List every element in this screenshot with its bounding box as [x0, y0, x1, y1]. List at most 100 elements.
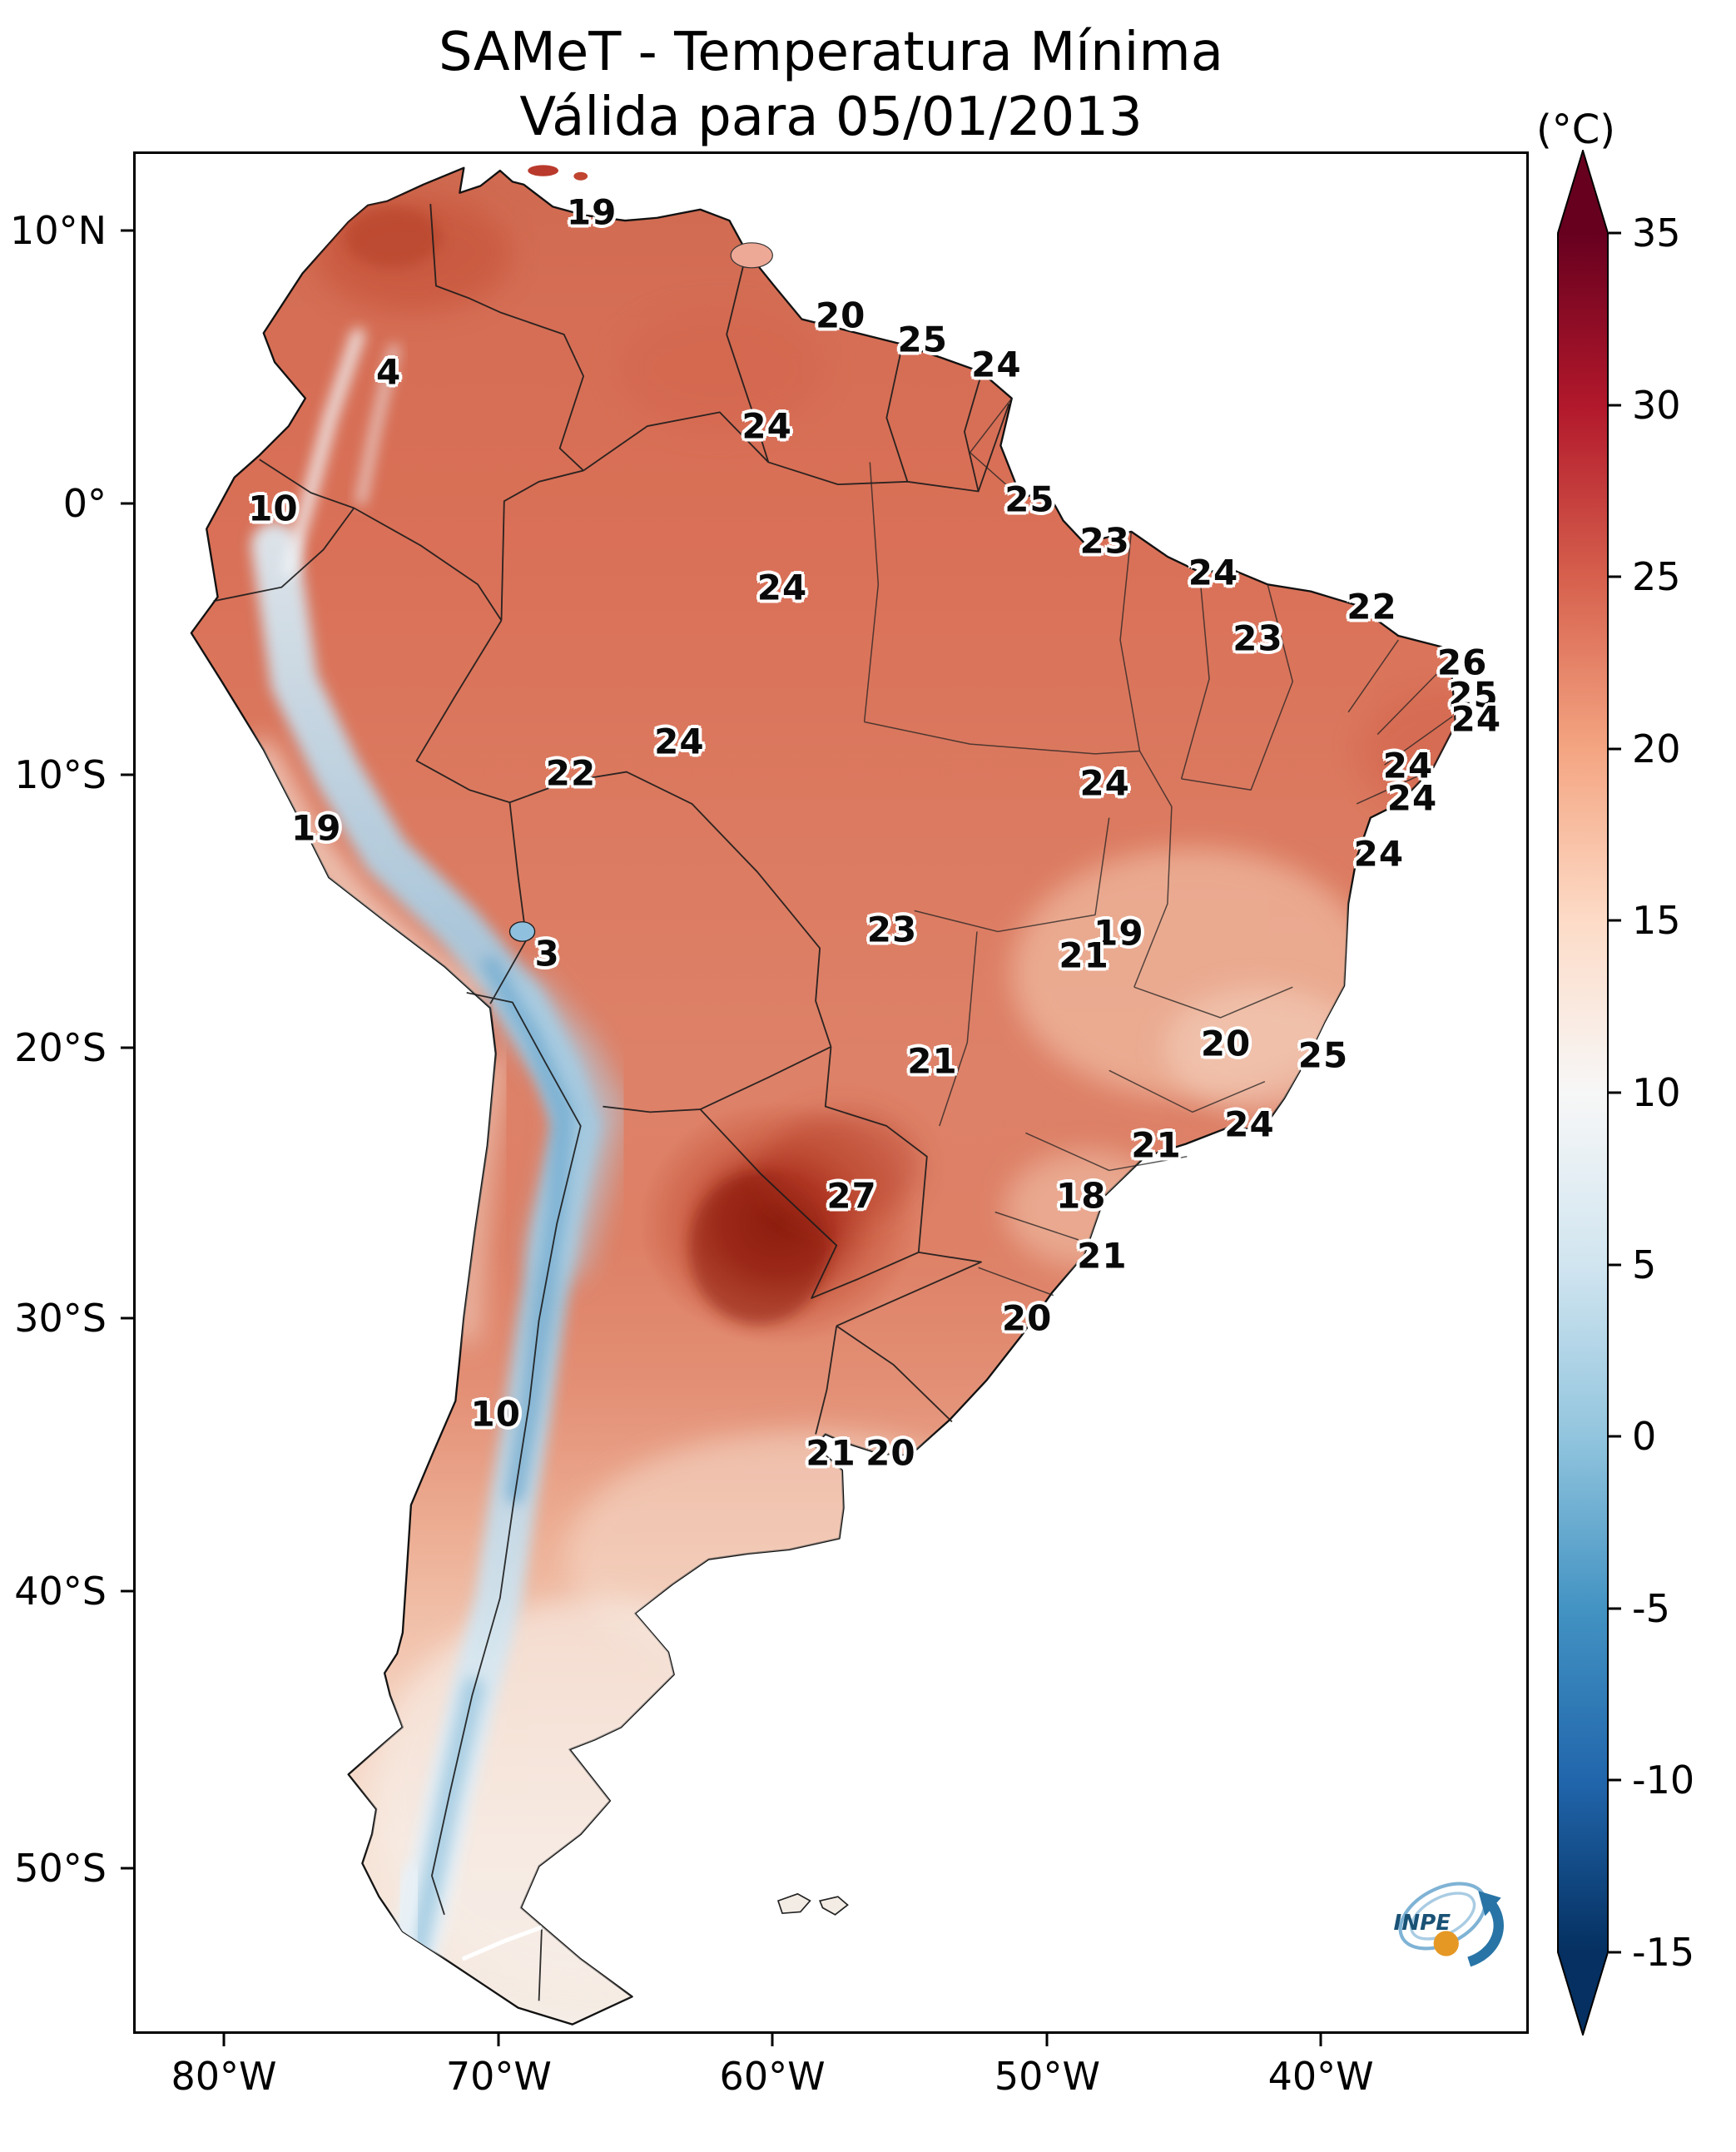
title-line2: Válida para 05/01/2013: [519, 87, 1143, 149]
colorbar-tick-label: 30: [1632, 382, 1681, 428]
magellan-strait: [461, 1925, 543, 1961]
temp-label: 19: [566, 191, 618, 233]
latitude-axis: 10°N 0° 10°S 20°S 30°S 40°S 50°S: [0, 151, 133, 2034]
colorbar: [1557, 150, 1609, 2035]
lake-titicaca: [508, 921, 536, 942]
country-borders: [213, 204, 1010, 2001]
logo-arrow-head: [1478, 1891, 1501, 1916]
colorbar-tick-label: 35: [1632, 211, 1681, 255]
colorbar-tick-mark: [1609, 1435, 1621, 1438]
south-america-map: [190, 165, 1456, 2026]
temp-label: 21: [806, 1432, 856, 1474]
colorbar-tick-mark: [1609, 747, 1621, 751]
colorbar-unit-label: (°C): [1536, 107, 1615, 153]
colorbar-tick-mark: [1609, 1091, 1621, 1094]
lat-tick-mark: [121, 1046, 133, 1049]
lon-tick-label: 40°W: [1267, 2054, 1374, 2099]
lat-tick-mark: [121, 229, 133, 232]
caribbean-island-1: [528, 165, 558, 176]
temp-label: 19: [1094, 912, 1144, 954]
hot-core-venezuela: [344, 206, 442, 268]
lat-tick-label: 20°S: [14, 1024, 107, 1070]
temp-label: 24: [756, 567, 808, 608]
temp-label: 4: [375, 351, 402, 393]
temp-label: 3: [534, 933, 560, 974]
logo-orange-sphere: [1433, 1931, 1459, 1956]
colorbar-tick-label: 5: [1632, 1242, 1657, 1287]
caribbean-island-2: [573, 171, 588, 181]
temp-label: 10: [248, 488, 299, 529]
falkland-island-east: [818, 1896, 849, 1916]
colorbar-tick-label: 20: [1632, 726, 1681, 771]
falkland-island-west: [776, 1892, 811, 1915]
longitude-axis: 80°W 70°W 60°W 50°W 40°W: [133, 2034, 1529, 2109]
temp-label: 22: [1347, 586, 1397, 627]
map-details: [461, 165, 849, 1961]
colorbar-tick-label: 10: [1632, 1070, 1681, 1115]
colorbar-tick-label: -15: [1632, 1930, 1695, 1975]
temp-label: 24: [1079, 762, 1130, 804]
lat-tick-label: 10°S: [14, 751, 107, 797]
temp-label: 24: [1451, 698, 1502, 740]
temp-label: 23: [1079, 520, 1130, 562]
temp-label: 20: [1001, 1297, 1053, 1339]
temp-label: 20: [815, 295, 866, 336]
lat-tick-label: 10°N: [10, 208, 107, 253]
colorbar-shape: [1557, 150, 1609, 2035]
altiplano-cold-band: [491, 973, 627, 1282]
andes-cold-core: [481, 957, 573, 1504]
lat-tick-label: 50°S: [14, 1845, 107, 1891]
temp-label: 25: [1297, 1034, 1349, 1076]
temp-label: 21: [1077, 1235, 1128, 1277]
colombia-snow-line: [282, 328, 365, 578]
lat-tick-mark: [121, 1589, 133, 1593]
temp-label: 24: [1353, 833, 1405, 875]
temp-label: 23: [1233, 617, 1283, 659]
temp-label: 25: [897, 319, 949, 360]
temp-label: 21: [907, 1040, 958, 1082]
temp-label: 24: [971, 344, 1022, 385]
colorbar-tick-mark: [1609, 1951, 1621, 1954]
lat-tick-label: 0°: [62, 480, 107, 526]
lon-tick-label: 60°W: [719, 2054, 826, 2099]
lat-tick-mark: [121, 1867, 133, 1870]
temp-label: 27: [826, 1175, 877, 1217]
temp-label: 25: [1448, 674, 1499, 716]
lon-tick-mark: [497, 2034, 500, 2046]
hot-tongue-paraguay: [765, 1112, 919, 1223]
temp-label: 24: [1224, 1103, 1275, 1145]
colorbar-tick-mark: [1609, 231, 1621, 235]
lat-tick-mark: [121, 773, 133, 776]
colorbar-tick-label: 25: [1632, 554, 1681, 600]
colorbar-tick-mark: [1609, 1607, 1621, 1610]
temp-label: 10: [470, 1393, 522, 1435]
colorbar-svg: [1557, 150, 1609, 2035]
temp-label: 24: [742, 405, 792, 447]
colorbar-tick-label: 15: [1632, 898, 1681, 944]
temp-label: 20: [866, 1432, 916, 1474]
temp-label: 18: [1056, 1175, 1107, 1217]
inpe-logo: INPE: [1394, 1882, 1504, 1967]
colorbar-tick-mark: [1609, 1263, 1621, 1267]
temp-label: 19: [290, 807, 342, 849]
temp-label: 23: [866, 909, 918, 950]
temp-label: 22: [545, 752, 597, 794]
lon-tick-label: 80°W: [171, 2054, 277, 2099]
lat-tick-label: 40°S: [14, 1569, 107, 1614]
trinidad-island: [730, 242, 773, 269]
lat-tick-mark: [121, 502, 133, 505]
temperature-labels-layer: 19 20 25 24 4 24 25 23 10 24 24 22 23 26 25 24 24 22 24 24 2…: [136, 154, 1526, 2031]
colorbar-tick-label: -5: [1632, 1585, 1670, 1631]
lat-tick-mark: [121, 1316, 133, 1320]
state-borders: [863, 398, 1453, 1297]
lon-tick-mark: [222, 2034, 226, 2046]
lat-tick-label: 30°S: [14, 1296, 107, 1341]
map-plot-area: 19 20 25 24 4 24 25 23 10 24 24 22 23 26 25 24 24 22 24 24 2…: [133, 151, 1529, 2034]
temp-label: 20: [1200, 1023, 1252, 1064]
temp-label: 26: [1436, 642, 1488, 683]
colorbar-tick-mark: [1609, 919, 1621, 922]
temp-label: 24: [1382, 745, 1434, 786]
temp-label: 24: [654, 721, 705, 762]
colorbar-tick-mark: [1609, 404, 1621, 407]
